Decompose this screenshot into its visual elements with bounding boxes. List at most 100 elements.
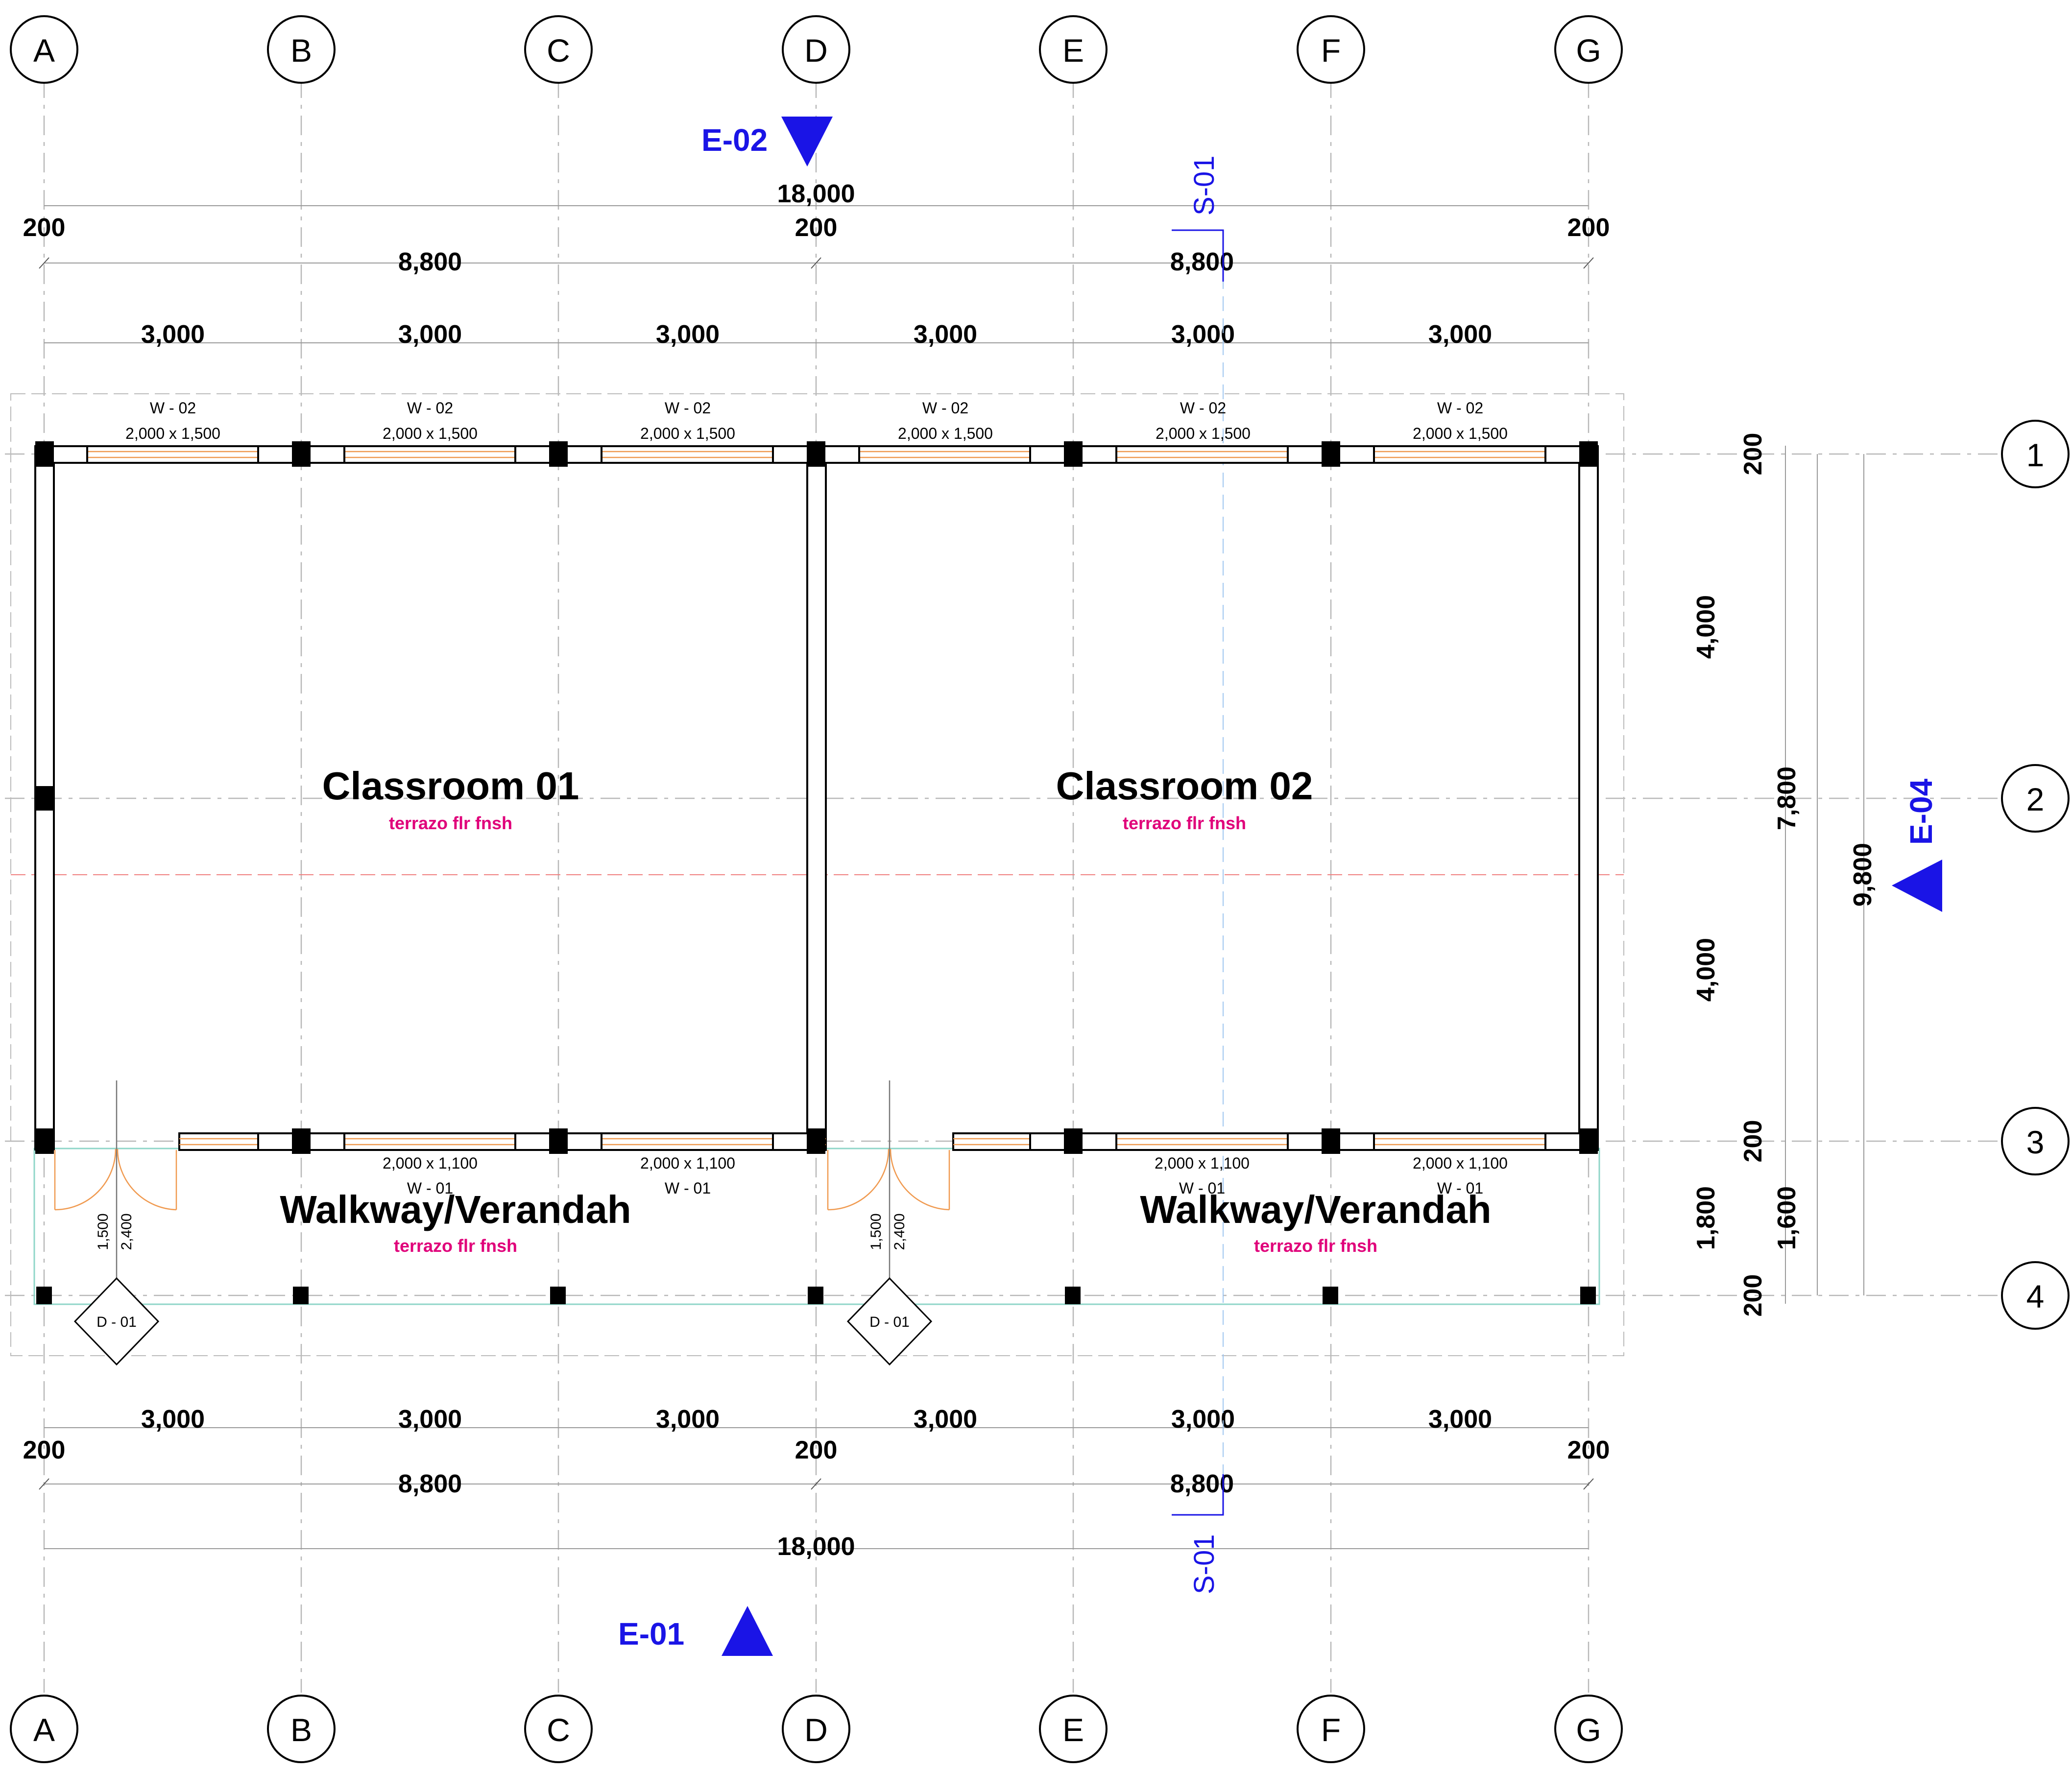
window-tag: W - 02 [1180, 399, 1226, 417]
triangle-left-icon [1892, 860, 1942, 912]
room-name-walkway-right: Walkway/Verandah [1140, 1188, 1491, 1231]
door-width: 1,500 [868, 1213, 884, 1250]
grid-bubble-g: G [1554, 15, 1623, 84]
svg-text:E: E [1062, 1712, 1084, 1748]
section-label: S-01 [1188, 1534, 1220, 1594]
window-size: 2,000 x 1,500 [125, 425, 220, 442]
dim-top-end-left: 200 [23, 214, 66, 242]
dim-bottom-half-right: 8,800 [1170, 1470, 1234, 1498]
door-left: 1,500 2,400 D - 01 [54, 1080, 177, 1366]
svg-text:3: 3 [2026, 1124, 2045, 1160]
dim-top-end-mid: 200 [795, 214, 838, 242]
svg-text:4: 4 [2026, 1278, 2045, 1315]
triangle-down-icon [781, 117, 833, 167]
grid-bubble-c: C [524, 1695, 593, 1763]
svg-text:A: A [33, 1712, 55, 1748]
dim-bay: 3,000 [1171, 1405, 1235, 1434]
dim-top-half-right: 8,800 [1170, 248, 1234, 276]
elevation-marker-e01: E-01 [618, 1606, 773, 1656]
dim-bottom-end-right: 200 [1567, 1436, 1610, 1464]
grid-bubble-b: B [267, 1695, 336, 1763]
dim-top-end-right: 200 [1567, 214, 1610, 242]
wall-right [1578, 445, 1599, 1150]
window-tags-bottom: 2,000 x 1,100 W - 01 2,000 x 1,100 W - 0… [383, 1154, 1508, 1197]
dim-right-span: 4,000 [1692, 938, 1720, 1002]
window-size: 2,000 x 1,100 [1413, 1154, 1508, 1172]
svg-text:G: G [1576, 32, 1601, 69]
grid-bubble-e: E [1039, 15, 1108, 84]
dim-bay: 3,000 [141, 320, 205, 349]
window-tag: W - 02 [922, 399, 968, 417]
room-labels: Classroom 01 terrazo flr fnsh Classroom … [280, 764, 1491, 1256]
svg-text:C: C [547, 1712, 570, 1748]
dim-bay: 3,000 [1428, 1405, 1492, 1434]
row-bubbles: 1 2 3 4 [2001, 420, 2070, 1330]
svg-text:B: B [290, 32, 312, 69]
section-label: S-01 [1188, 155, 1220, 215]
dim-right-end: 200 [1739, 1120, 1767, 1163]
grid-bubble-e: E [1039, 1695, 1108, 1763]
window-size: 2,000 x 1,500 [1156, 425, 1251, 442]
top-dimensions: 18,000 200 200 200 8,800 8,800 3,000 3,0… [23, 180, 1610, 349]
door-tag: D - 01 [96, 1314, 137, 1330]
door-right: 1,500 2,400 D - 01 [827, 1080, 950, 1366]
grid-bubble-b: B [267, 15, 336, 84]
grid-bubble-2: 2 [2001, 764, 2070, 833]
window-tag: W - 01 [407, 1179, 453, 1197]
grid-bubble-f: F [1297, 15, 1365, 84]
window-size: 2,000 x 1,100 [640, 1154, 735, 1172]
grid-bubble-f: F [1297, 1695, 1365, 1763]
grid-bubble-d: D [782, 1695, 850, 1763]
window-size: 2,000 x 1,100 [383, 1154, 478, 1172]
svg-text:1: 1 [2026, 437, 2045, 473]
window-tag: W - 02 [150, 399, 196, 417]
room-finish: terrazo flr fnsh [389, 813, 512, 833]
window-size: 2,000 x 1,500 [898, 425, 993, 442]
door-height: 2,400 [891, 1213, 908, 1250]
dim-right-verandah: 1,800 [1692, 1186, 1720, 1250]
dim-right-end: 200 [1739, 1274, 1767, 1317]
grid-bubble-c: C [524, 15, 593, 84]
grid-bubble-1: 1 [2001, 420, 2070, 488]
grid-bubble-a: A [10, 1695, 78, 1763]
dim-bay: 3,000 [914, 1405, 977, 1434]
dim-bay: 3,000 [914, 320, 977, 349]
dim-bay: 3,000 [1428, 320, 1492, 349]
window-size: 2,000 x 1,100 [1155, 1154, 1250, 1172]
grid-bubble-4: 4 [2001, 1261, 2070, 1330]
elevation-label: E-04 [1903, 778, 1939, 845]
columns [35, 441, 1598, 1304]
dim-bottom-end-left: 200 [23, 1436, 66, 1464]
svg-text:G: G [1576, 1712, 1601, 1748]
grid-bubble-3: 3 [2001, 1107, 2070, 1175]
door-tag: D - 01 [869, 1314, 910, 1330]
grid-bubble-d: D [782, 15, 850, 84]
dim-right-mid-upper: 7,800 [1773, 766, 1801, 830]
triangle-up-icon [722, 1606, 773, 1656]
dim-bay: 3,000 [398, 320, 462, 349]
elevation-label: E-02 [701, 122, 768, 158]
dim-right-overall: 9,800 [1849, 843, 1877, 907]
room-finish: terrazo flr fnsh [394, 1236, 517, 1256]
svg-text:D: D [804, 32, 828, 69]
room-finish: terrazo flr fnsh [1254, 1236, 1377, 1256]
window-size: 2,000 x 1,500 [640, 425, 735, 442]
window-tag: W - 01 [665, 1179, 711, 1197]
svg-text:D: D [804, 1712, 828, 1748]
wall-middle [806, 445, 827, 1150]
window-size: 2,000 x 1,500 [383, 425, 478, 442]
dim-bay: 3,000 [398, 1405, 462, 1434]
door-tag-diamond [846, 1277, 933, 1366]
elevation-marker-e04: E-04 [1892, 778, 1942, 912]
room-name-classroom-02: Classroom 02 [1056, 764, 1313, 808]
room-finish: terrazo flr fnsh [1123, 813, 1246, 833]
dim-right-span: 4,000 [1692, 595, 1720, 659]
dim-right-end: 200 [1739, 433, 1767, 476]
door-width: 1,500 [95, 1213, 111, 1250]
elevation-label: E-01 [618, 1616, 684, 1651]
door-height: 2,400 [119, 1213, 135, 1250]
grid-lines [5, 78, 2008, 1693]
dim-top-overall: 18,000 [777, 180, 855, 208]
dim-bottom-half-left: 8,800 [398, 1470, 462, 1498]
dim-top-half-left: 8,800 [398, 248, 462, 276]
